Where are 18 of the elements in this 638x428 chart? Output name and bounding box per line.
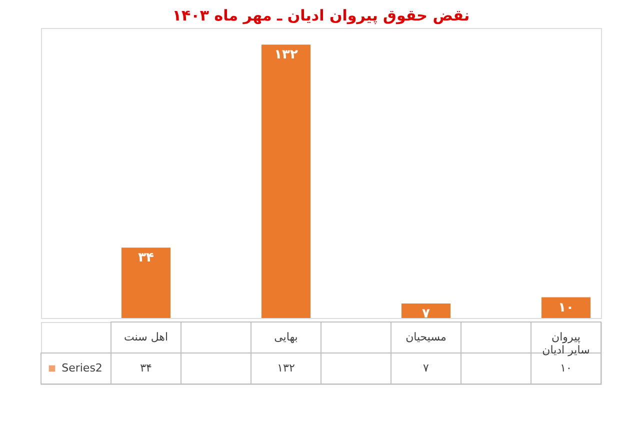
text: ۱۰ xyxy=(558,300,574,316)
x-tick-label: مسیحیان xyxy=(406,330,447,344)
text: ۱۳۲ xyxy=(274,48,298,63)
text: ۷ xyxy=(422,306,430,322)
data-label: ۱۳۲ xyxy=(277,362,295,374)
chart-title: نقض حقوق پیروان ادیان ـ مهر ماه ۱۴۰۳ xyxy=(172,6,470,24)
data-label: ۳۴ xyxy=(140,362,152,374)
legend-label: Series2 xyxy=(62,362,102,374)
text: ۳۴ xyxy=(138,250,154,266)
x-tick-label: اهل سنت xyxy=(124,330,168,344)
bar xyxy=(542,297,590,318)
x-tick-label: بهایی xyxy=(274,330,298,344)
data-label: ۷ xyxy=(423,362,430,374)
data-label: ۱۰ xyxy=(560,362,572,374)
x-tick-label: پیروان سایر ادیان xyxy=(542,330,590,356)
bar xyxy=(262,44,310,318)
bar xyxy=(122,248,170,318)
bar xyxy=(402,304,450,318)
